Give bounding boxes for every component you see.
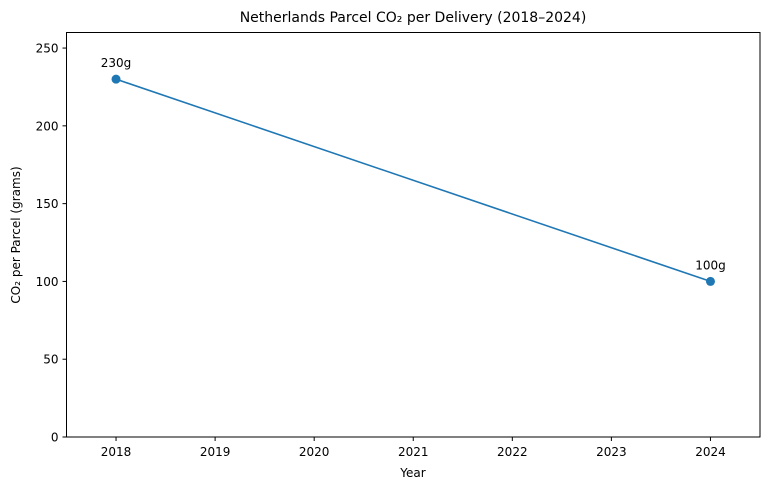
x-tick-label: 2022 xyxy=(497,445,528,459)
y-tick-label: 200 xyxy=(36,119,59,133)
y-tick-label: 100 xyxy=(36,275,59,289)
data-point-marker xyxy=(705,276,715,286)
x-axis: 2018 2019 2020 2021 2022 2023 2024 xyxy=(101,437,726,459)
y-axis-label: CO₂ per Parcel (grams) xyxy=(9,166,23,303)
y-tick-label: 50 xyxy=(43,353,58,367)
x-tick-label: 2020 xyxy=(299,445,330,459)
data-point-label: 100g xyxy=(695,258,726,272)
plot-area xyxy=(66,32,761,438)
data-point-label: 230g xyxy=(101,56,132,70)
x-tick-label: 2023 xyxy=(596,445,627,459)
x-axis-label: Year xyxy=(399,466,425,480)
x-tick-label: 2024 xyxy=(695,445,726,459)
y-tick-label: 150 xyxy=(36,197,59,211)
chart-title: Netherlands Parcel CO₂ per Delivery (201… xyxy=(240,10,587,26)
x-tick-label: 2021 xyxy=(398,445,429,459)
x-tick-label: 2018 xyxy=(101,445,132,459)
y-tick-label: 250 xyxy=(36,42,59,56)
data-point-marker xyxy=(111,74,121,84)
data-series: 230g 100g xyxy=(101,56,726,286)
y-axis: 0 50 100 150 200 250 xyxy=(36,42,67,445)
y-tick-label: 0 xyxy=(51,431,59,445)
x-tick-label: 2019 xyxy=(200,445,231,459)
series-line xyxy=(115,78,711,283)
